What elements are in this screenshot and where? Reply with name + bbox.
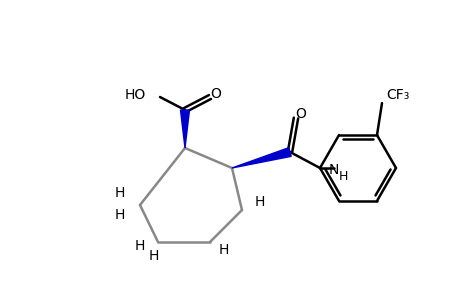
Text: H: H xyxy=(218,243,229,257)
Text: H: H xyxy=(115,186,125,200)
Text: H: H xyxy=(149,249,159,263)
Text: CF₃: CF₃ xyxy=(385,88,409,102)
Text: O: O xyxy=(295,107,306,121)
Polygon shape xyxy=(180,110,189,148)
Text: H: H xyxy=(134,239,145,253)
Text: N: N xyxy=(328,163,339,177)
Text: H: H xyxy=(254,195,264,209)
Text: O: O xyxy=(210,87,221,101)
Text: HO: HO xyxy=(124,88,146,102)
Text: H: H xyxy=(338,169,347,182)
Polygon shape xyxy=(231,148,291,168)
Text: H: H xyxy=(115,208,125,222)
